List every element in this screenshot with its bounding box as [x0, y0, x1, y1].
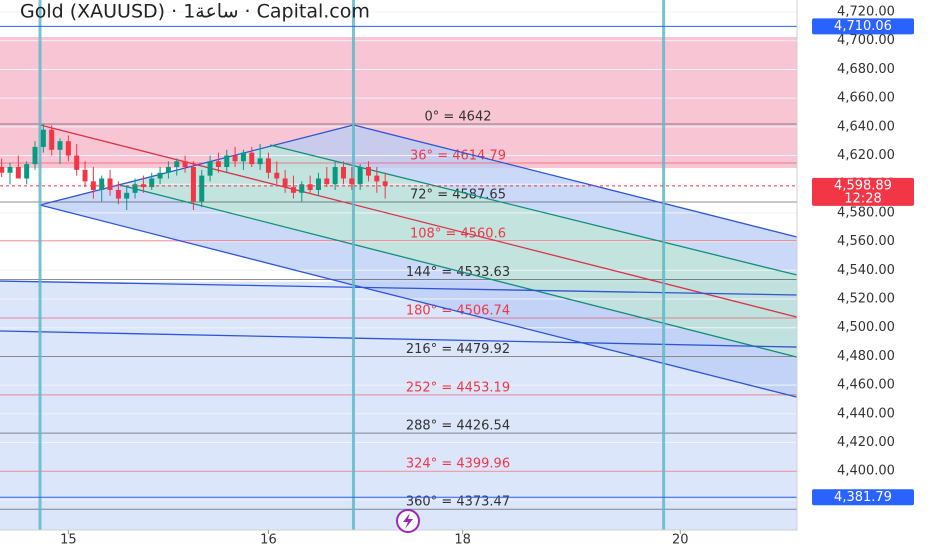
- price-badge: [812, 177, 914, 206]
- y-tick-label: 4,700.00: [837, 33, 895, 48]
- candle-body: [290, 187, 296, 193]
- candle-body: [299, 184, 305, 193]
- candle-body: [240, 152, 246, 162]
- trend-line: [39, 204, 354, 286]
- candle-body: [49, 129, 55, 150]
- candle-body: [32, 146, 38, 165]
- y-tick-label: 4,460.00: [837, 378, 895, 393]
- candle-body: [315, 178, 321, 190]
- candle-body: [15, 167, 21, 179]
- candle-body: [82, 169, 88, 182]
- candle-body: [307, 184, 313, 190]
- candle-body: [157, 172, 163, 179]
- x-tick-label: 15: [60, 533, 77, 548]
- candle-body: [382, 181, 388, 186]
- level-label: 324° = 4399.96: [406, 457, 510, 472]
- candle-body: [99, 178, 105, 190]
- y-tick-label: 4,620.00: [837, 148, 895, 163]
- candle-body: [40, 129, 46, 147]
- candle-body: [215, 161, 221, 168]
- level-label: 216° = 4479.92: [406, 342, 510, 357]
- y-tick-label: 4,480.00: [837, 349, 895, 364]
- candle-body: [182, 161, 188, 168]
- candle-body: [274, 172, 280, 179]
- y-tick-label: 4,680.00: [837, 62, 895, 77]
- candle-body: [232, 155, 238, 162]
- level-label: 0° = 4642: [424, 109, 491, 124]
- candle-body: [349, 178, 355, 185]
- level-label: 252° = 4453.19: [406, 380, 510, 395]
- candle-body: [174, 161, 180, 168]
- level-label: 36° = 4614.79: [410, 149, 506, 164]
- trend-line: [39, 124, 798, 318]
- replay-icon[interactable]: [396, 509, 420, 533]
- y-tick-label: 4,500.00: [837, 320, 895, 335]
- candle-body: [7, 167, 13, 173]
- candle-body: [224, 155, 230, 168]
- price-badge-label: 4,381.79: [834, 490, 892, 505]
- y-tick-label: 4,540.00: [837, 263, 895, 278]
- candle-body: [65, 141, 71, 156]
- level-label: 144° = 4533.63: [406, 265, 510, 280]
- candle-body: [0, 167, 5, 173]
- candle-body: [124, 192, 130, 199]
- icon-bolt[interactable]: [403, 513, 413, 529]
- candle-body: [132, 184, 138, 193]
- candle-body: [199, 175, 205, 202]
- candle-body: [140, 184, 146, 188]
- x-tick-label: 16: [260, 533, 277, 548]
- level-label: 360° = 4373.47: [406, 495, 510, 510]
- level-label: 72° = 4587.65: [410, 187, 506, 202]
- candle-body: [374, 175, 380, 182]
- y-tick-label: 4,660.00: [837, 91, 895, 106]
- candle-body: [357, 167, 363, 185]
- candle-body: [324, 178, 330, 185]
- chart-title: Gold (XAUUSD) · 1ساعة · Capital.com: [20, 1, 370, 23]
- price-badge: [812, 18, 914, 35]
- candle-body: [207, 161, 213, 176]
- candle-body: [257, 158, 263, 165]
- candle-body: [165, 167, 171, 173]
- candle-body: [90, 181, 96, 190]
- trend-line: [353, 124, 798, 238]
- candle-body: [332, 167, 338, 185]
- candle-body: [190, 167, 196, 202]
- candle-body: [115, 189, 121, 199]
- y-tick-label: 4,400.00: [837, 464, 895, 479]
- trend-line: [119, 184, 798, 358]
- y-tick-label: 4,640.00: [837, 119, 895, 134]
- candle-body: [57, 141, 63, 150]
- x-tick-label: 20: [672, 533, 689, 548]
- channel-fill: [120, 145, 797, 358]
- y-tick-label: 4,420.00: [837, 435, 895, 450]
- x-tick-label: 18: [454, 533, 471, 548]
- price-badge-label: 4,710.06: [834, 19, 892, 34]
- price-badge-label: 4,598.89: [834, 178, 892, 193]
- trend-line: [353, 284, 798, 398]
- y-tick-label: 4,440.00: [837, 406, 895, 421]
- candle-body: [265, 158, 271, 173]
- candle-body: [365, 167, 371, 176]
- price-badge: [812, 489, 914, 506]
- candle-body: [24, 164, 30, 179]
- price-countdown: 12:28: [844, 191, 881, 206]
- candle-body: [149, 178, 155, 188]
- candle-body: [249, 152, 255, 165]
- candle-body: [340, 167, 346, 179]
- candle-body: [107, 178, 113, 190]
- level-label: 288° = 4426.54: [406, 419, 510, 434]
- trend-line: [269, 144, 798, 276]
- candle-body: [282, 178, 288, 188]
- candle-body: [74, 155, 80, 170]
- y-tick-label: 4,520.00: [837, 292, 895, 307]
- y-tick-label: 4,720.00: [837, 5, 895, 20]
- y-tick-label: 4,560.00: [837, 234, 895, 249]
- y-tick-label: 4,580.00: [837, 205, 895, 220]
